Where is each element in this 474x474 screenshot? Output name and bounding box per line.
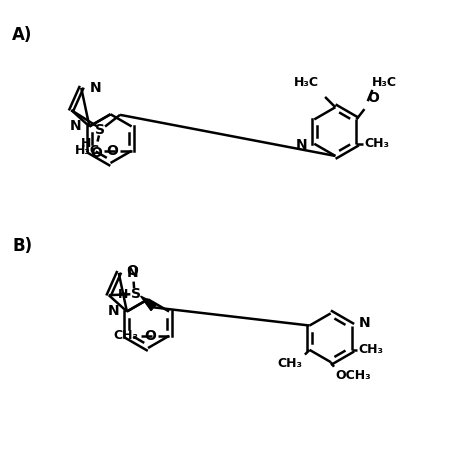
Text: CH₃: CH₃ <box>113 329 138 342</box>
Text: OCH₃: OCH₃ <box>336 369 371 382</box>
Text: O: O <box>367 91 379 105</box>
Text: S: S <box>131 287 141 301</box>
Text: CH₃: CH₃ <box>278 357 302 370</box>
Text: A): A) <box>12 26 33 44</box>
Text: O: O <box>107 144 118 158</box>
Text: O: O <box>91 146 102 160</box>
Text: H₃C: H₃C <box>75 144 100 157</box>
Text: CH₃: CH₃ <box>365 137 390 150</box>
Text: N: N <box>90 81 101 95</box>
Text: H₃C: H₃C <box>372 76 396 89</box>
Text: N: N <box>127 266 139 280</box>
Text: H: H <box>118 288 128 301</box>
Text: B): B) <box>12 237 32 255</box>
Text: O: O <box>126 264 138 278</box>
Text: N: N <box>70 119 82 134</box>
Text: S: S <box>95 123 105 137</box>
Text: N: N <box>296 138 307 152</box>
Text: CH₃: CH₃ <box>359 343 384 356</box>
Text: H₃C: H₃C <box>294 75 319 89</box>
Text: H: H <box>81 137 91 150</box>
Text: N: N <box>359 316 371 330</box>
Text: N: N <box>107 304 119 319</box>
Polygon shape <box>141 296 156 310</box>
Text: O: O <box>144 329 156 343</box>
